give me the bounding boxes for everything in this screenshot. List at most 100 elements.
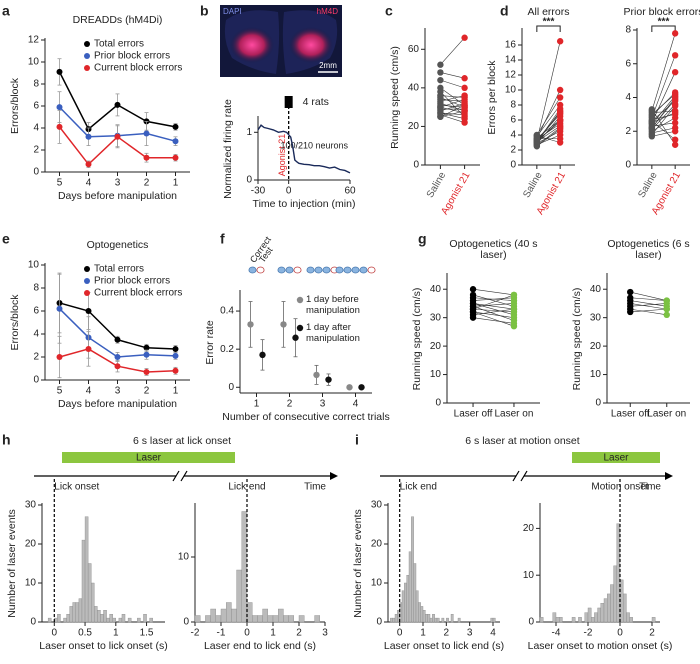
y-axis-label: Errors/block <box>9 294 21 351</box>
pair-line <box>630 303 667 307</box>
data-point <box>325 376 332 383</box>
pair-line <box>536 41 561 142</box>
histogram-bar <box>143 614 147 623</box>
data-point <box>143 368 150 375</box>
significance-bracket <box>536 25 561 32</box>
histogram-bar <box>118 617 123 623</box>
pair-line <box>651 112 676 124</box>
histogram-bar <box>539 617 544 623</box>
data-point <box>533 143 541 150</box>
correct-trial-icon <box>277 266 286 274</box>
pair-line <box>630 300 667 307</box>
correct-trial-icon <box>322 266 331 274</box>
histogram-bar <box>404 582 407 623</box>
data-point <box>469 286 477 293</box>
pair-line <box>651 33 676 112</box>
x-tick-label: -1 <box>217 628 226 639</box>
data-point <box>259 351 266 359</box>
y-axis-label: Errors/block <box>9 77 21 134</box>
histogram-bar <box>109 614 113 623</box>
data-point <box>172 352 179 359</box>
legend-label-box: 1 day after manipulation <box>306 322 360 344</box>
histogram-bar <box>72 602 77 623</box>
y-tick-label: 4 <box>33 329 39 340</box>
data-point <box>172 154 179 161</box>
y-tick-label: 20 <box>430 341 442 352</box>
data-point <box>556 94 564 101</box>
histogram-bar <box>594 612 598 623</box>
histogram-bar <box>220 608 227 623</box>
y-tick-label: 4 <box>33 123 39 134</box>
x-tick-label: -4 <box>552 628 561 639</box>
y-tick-label: 60 <box>408 44 420 55</box>
correct-trial-icon <box>306 266 315 274</box>
series-line <box>58 308 176 358</box>
data-point <box>461 102 468 109</box>
histogram-bar <box>457 617 461 623</box>
data-point <box>671 119 679 127</box>
data-point <box>143 130 150 137</box>
data-point <box>648 112 656 120</box>
axis-break <box>520 470 528 482</box>
pair-line <box>472 311 515 318</box>
histogram-bar <box>578 617 582 623</box>
histogram-bar <box>392 617 396 623</box>
y-axis-label: Errors per block <box>486 60 498 135</box>
data-point <box>510 320 518 327</box>
pair-line <box>536 119 561 139</box>
stain-label: hM4D <box>317 7 339 16</box>
panel-letter: d <box>500 3 509 19</box>
x-tick-label: 2 <box>296 628 302 639</box>
pair-line <box>473 308 514 313</box>
time-arrowhead <box>665 472 673 480</box>
legend-label-box: 1 day before manipulation <box>306 294 360 316</box>
histogram-bar <box>446 617 449 623</box>
y-tick-label: 0.4 <box>220 306 234 317</box>
histogram-bar <box>571 617 576 623</box>
y-tick-label: 0 <box>413 160 419 171</box>
y-tick-label: 10 <box>28 57 40 68</box>
data-point <box>671 89 679 96</box>
data-point <box>556 86 564 94</box>
histogram-bar <box>100 614 104 623</box>
histogram-bar <box>78 598 83 623</box>
chart-title: Optogenetics <box>87 239 149 251</box>
legend-label: Current block errors <box>94 63 182 74</box>
histogram-bar <box>600 603 605 623</box>
y-tick-label: 20 <box>408 121 420 132</box>
data-point <box>313 371 320 379</box>
data-point <box>533 135 541 142</box>
histogram-bar <box>106 617 110 623</box>
pair-line <box>651 130 676 137</box>
pair-line <box>630 308 667 313</box>
histogram-bar <box>390 617 393 623</box>
chart-title-box: Optogenetics (6 s laser) <box>607 239 689 261</box>
panel-letter: f <box>220 231 225 247</box>
histogram-bar <box>97 610 101 623</box>
y-tick-label: 10 <box>505 85 517 96</box>
y-tick-label: 30 <box>430 312 442 323</box>
histogram-bar <box>267 615 274 623</box>
histogram-bar <box>121 614 126 623</box>
marker-label: Agonist 21 <box>277 134 287 177</box>
histogram-bar <box>210 608 217 623</box>
event-label: Motion onset <box>591 482 648 493</box>
timeline-title: 6 s laser at lick onset <box>133 435 231 447</box>
histogram-bar <box>94 606 98 623</box>
data-point <box>627 288 634 296</box>
y-tick-label: 2 <box>33 352 39 363</box>
histogram-bar <box>149 617 153 623</box>
chart-title: 4 rats <box>303 96 329 108</box>
x-axis-label: Number of consecutive correct trials <box>222 411 389 423</box>
data-point <box>461 84 468 92</box>
pair-line <box>536 121 561 142</box>
legend-marker <box>84 290 90 296</box>
pair-line <box>536 135 561 143</box>
y-tick-label: 0 <box>33 167 39 178</box>
x-axis-label: Days before manipulation <box>58 190 177 202</box>
correct-trial-icon <box>248 266 257 274</box>
pair-line <box>651 98 676 129</box>
legend-label: Prior block errors <box>94 276 170 287</box>
panel-letter: a <box>2 3 10 19</box>
